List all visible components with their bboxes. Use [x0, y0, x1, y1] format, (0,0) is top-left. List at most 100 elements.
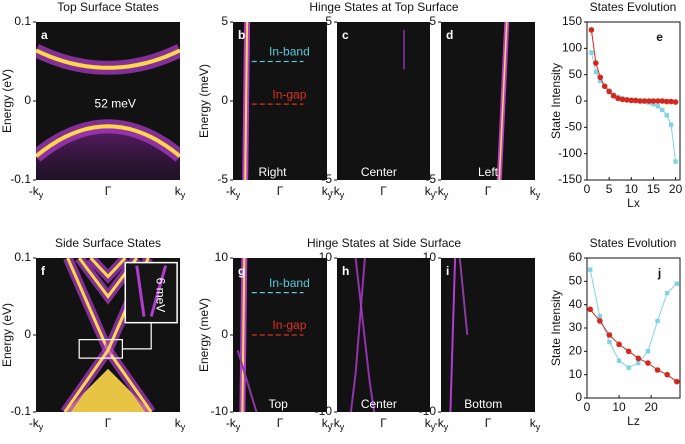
data-point — [635, 355, 642, 362]
zoom-box — [78, 339, 123, 359]
heatmap — [337, 22, 430, 180]
panel-label: b — [238, 28, 245, 42]
band — [36, 48, 180, 70]
panel-title: States Evolution — [590, 0, 677, 14]
y-tick-label: -0.1 — [10, 404, 31, 418]
y-tick-label: -150 — [558, 172, 582, 186]
y-tick-label: -5 — [321, 172, 332, 186]
data-point — [597, 318, 603, 324]
data-point — [616, 358, 622, 363]
data-point — [663, 98, 670, 105]
band — [241, 258, 246, 412]
x-tick-label: Γ — [277, 184, 284, 198]
y-tick-label: 60 — [569, 250, 583, 264]
panel-title: Hinge States at Top Surface — [309, 0, 459, 14]
heatmap — [441, 258, 535, 412]
heatmap-background — [441, 22, 535, 180]
y-tick-label: 50 — [569, 67, 583, 81]
heatmap — [337, 258, 430, 412]
y-tick-label: -10 — [211, 404, 229, 418]
data-point — [606, 88, 612, 95]
data-point — [588, 27, 595, 33]
band — [354, 258, 376, 412]
band — [244, 22, 249, 180]
data-point — [646, 98, 652, 104]
x-tick-label: 10 — [612, 400, 626, 414]
data-point — [641, 98, 648, 104]
y-tick-label: 40 — [569, 297, 583, 311]
x-tick-label: ky — [530, 184, 541, 200]
y-axis-label: State Intensity — [549, 63, 563, 139]
y-tick-label: -5 — [425, 172, 436, 186]
y-tick-label: 150 — [562, 14, 582, 28]
y-tick-label: 0 — [575, 390, 582, 404]
heatmap — [36, 258, 180, 412]
x-tick-label: Γ — [485, 184, 492, 198]
level-label: In-band — [269, 45, 310, 59]
x-tick-label: 0 — [584, 182, 591, 196]
level-label: In-gap — [272, 318, 306, 332]
data-point — [654, 367, 661, 373]
data-point — [673, 159, 678, 164]
data-point — [651, 101, 656, 107]
x-tick-label: -ky — [29, 416, 44, 432]
data-point — [589, 50, 594, 55]
band-structure — [449, 258, 469, 412]
data-point — [660, 107, 665, 113]
x-tick-label: Γ — [105, 184, 112, 198]
data-point — [593, 69, 599, 75]
y-axis-label: Energy (meV) — [197, 298, 211, 372]
x-tick-label: -ky — [226, 184, 241, 200]
y-axis-label: Energy (meV) — [197, 64, 211, 138]
data-point — [672, 99, 679, 105]
y-tick-label: 50 — [569, 274, 583, 288]
y-tick-label: -0.1 — [10, 172, 31, 186]
data-point — [637, 98, 643, 104]
data-point — [636, 360, 641, 366]
y-tick-label: 10 — [215, 250, 229, 264]
x-tick-label: ky — [425, 416, 436, 432]
x-tick-label: 10 — [625, 182, 639, 196]
x-tick-label: ky — [322, 416, 333, 432]
annotation: Right — [258, 165, 287, 179]
y-tick-label: 0 — [221, 93, 228, 107]
heatmap-background — [337, 258, 430, 412]
data-point — [655, 104, 661, 109]
data-point — [650, 98, 657, 104]
heatmap-background — [441, 258, 535, 412]
y-tick-label: -50 — [565, 120, 583, 134]
x-tick-label: Γ — [380, 184, 387, 198]
series-line — [589, 269, 678, 369]
x-tick-label: -ky — [434, 184, 449, 200]
y-tick-label: 0 — [24, 93, 31, 107]
band — [36, 124, 180, 158]
x-tick-label: ky — [425, 184, 436, 200]
data-point — [597, 74, 604, 81]
data-point — [607, 339, 612, 345]
panel-label: c — [342, 28, 349, 42]
panel-title: Hinge States at Side Surface — [307, 236, 461, 250]
level-label: In-band — [269, 276, 310, 290]
band — [458, 258, 469, 336]
data-point — [664, 290, 670, 296]
annotation: 6 meV — [154, 278, 168, 313]
x-tick-label: ky — [530, 416, 541, 432]
heatmap — [233, 22, 327, 180]
data-point — [626, 365, 631, 370]
x-tick-label: -ky — [29, 184, 44, 200]
data-point — [597, 314, 603, 319]
y-tick-label: 5 — [221, 14, 228, 28]
annotation: Bottom — [464, 397, 502, 411]
heatmap — [441, 22, 535, 180]
y-tick-label: 0.1 — [14, 250, 31, 264]
y-tick-label: 100 — [562, 41, 582, 55]
annotation: Center — [361, 397, 397, 411]
x-axis-label: Lz — [627, 414, 640, 428]
x-tick-label: Γ — [485, 416, 492, 430]
annotation: 52 meV — [95, 96, 136, 110]
data-point — [587, 306, 594, 313]
x-tick-label: ky — [175, 184, 186, 200]
band-structure — [236, 258, 258, 412]
